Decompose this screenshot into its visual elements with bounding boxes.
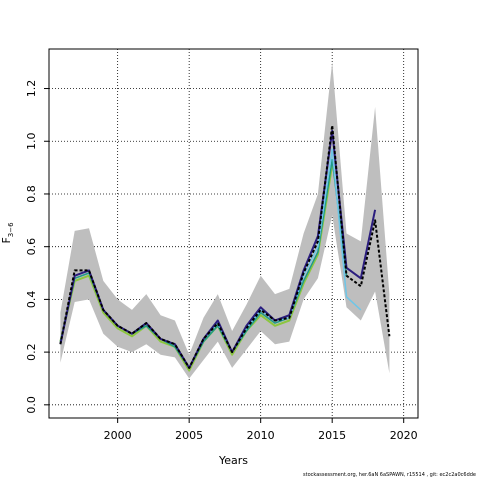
confidence-band [60,62,390,379]
series-lines [59,124,391,372]
y-tick-label: 0.6 [25,238,38,256]
series-line [59,124,391,369]
x-tick-label: 2010 [247,429,275,442]
y-tick-label: 0.4 [25,291,38,309]
x-tick-label: 2020 [390,429,418,442]
y-tick-label: 1.2 [25,80,38,98]
y-tick-label: 0.8 [25,185,38,203]
x-tick-label: 2005 [175,429,203,442]
y-tick-label: 0.2 [25,343,38,361]
y-axis-label-main: F [0,237,13,243]
y-tick-label: 0.0 [25,396,38,414]
x-tick-label: 2015 [318,429,346,442]
y-axis-label-subscript: 3−6 [7,222,15,237]
y-axis: 0.0 0.2 0.4 0.6 0.8 1.0 1.2 [25,80,50,414]
x-axis-label: Years [218,454,248,467]
footer-note: stockassessment.org, her.6aN 6aSPAWN, r1… [303,472,476,478]
x-axis: 2000 2005 2010 2015 2020 [104,417,418,442]
x-tick-label: 2000 [104,429,132,442]
y-tick-label: 1.0 [25,133,38,151]
y-axis-label: F3−6 [0,222,15,244]
